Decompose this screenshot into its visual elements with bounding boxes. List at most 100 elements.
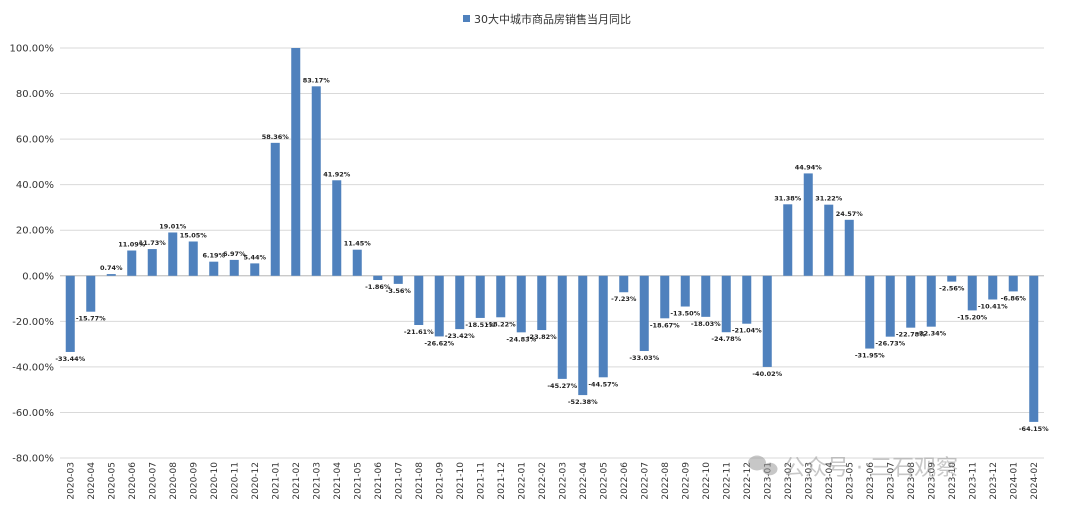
gridlines	[60, 47, 1044, 459]
data-label: 83.17%	[303, 76, 331, 84]
data-label: -22.34%	[916, 330, 946, 338]
bar	[127, 250, 137, 276]
x-tick-label: 2021-02	[292, 462, 302, 500]
x-tick-label: 2023-01	[763, 462, 773, 500]
data-label: -18.22%	[486, 320, 516, 328]
x-tick-label: 2022-05	[599, 462, 609, 500]
x-tick-label: 2020-09	[189, 462, 199, 500]
data-label: -22.78%	[896, 331, 926, 339]
x-tick-label: 2020-06	[128, 462, 138, 500]
bar	[106, 274, 116, 276]
x-tick-label: 2022-11	[722, 462, 732, 500]
data-label: -31.95%	[855, 352, 885, 360]
bar	[1008, 275, 1018, 292]
data-label: -15.77%	[76, 315, 106, 323]
data-label: 31.22%	[815, 195, 843, 203]
data-label: 44.94%	[795, 163, 823, 171]
x-axis: 2020-03 2020-04 2020-05 2020-06 2020-07 2020-…	[66, 462, 1040, 500]
x-tick-label: 2020-08	[169, 462, 179, 500]
data-label: 11.73%	[139, 239, 167, 247]
bar	[1029, 275, 1039, 422]
x-tick-label: 2022-10	[702, 462, 712, 500]
x-tick-label: 2023-07	[886, 462, 896, 500]
x-tick-label: 2021-03	[312, 462, 322, 500]
bar	[885, 275, 895, 337]
x-tick-label: 2021-05	[353, 462, 363, 500]
bar	[865, 275, 875, 349]
x-tick-label: 2020-04	[87, 462, 97, 500]
data-label: -7.23%	[611, 295, 637, 303]
bar	[701, 275, 711, 317]
data-label: -15.20%	[957, 313, 987, 321]
bar	[496, 275, 506, 318]
bar	[619, 275, 629, 293]
data-label: 24.57%	[836, 210, 864, 218]
y-tick-label: 0.00%	[22, 271, 54, 282]
bar	[557, 275, 567, 379]
data-label: -26.73%	[875, 340, 905, 348]
bar	[373, 275, 383, 281]
data-label: -24.78%	[711, 335, 741, 343]
bar	[86, 275, 96, 312]
x-tick-label: 2022-01	[517, 462, 527, 500]
x-tick-label: 2024-02	[1030, 462, 1040, 500]
x-tick-label: 2022-08	[661, 462, 671, 500]
data-label: 41.92%	[323, 170, 351, 178]
data-label: 11.09%	[118, 241, 146, 249]
x-tick-label: 2020-03	[66, 462, 76, 500]
data-label: 19.01%	[159, 222, 187, 230]
bar	[414, 275, 424, 326]
data-label: 11.45%	[344, 240, 372, 248]
x-tick-label: 2022-06	[620, 462, 630, 500]
bar	[455, 275, 465, 330]
bar	[393, 275, 403, 284]
x-tick-label: 2022-03	[558, 462, 568, 500]
bar	[660, 275, 670, 319]
y-tick-label: -80.00%	[12, 454, 54, 465]
bar	[762, 275, 772, 367]
bar	[147, 249, 157, 276]
bar	[578, 275, 588, 396]
data-label: -3.56%	[386, 287, 412, 295]
x-tick-label: 2023-10	[948, 462, 958, 500]
data-label: -10.41%	[978, 302, 1008, 310]
y-axis: 100.00% 80.00% 60.00% 40.00% 20.00% 0.00% -20.…	[10, 44, 55, 465]
x-tick-label: 2020-07	[148, 462, 158, 500]
x-tick-label: 2022-07	[640, 462, 650, 500]
data-labels: -33.44% -15.77% 0.74% 11.09%11.73% 19.01%15.…	[55, 76, 1049, 433]
data-label: -40.02%	[752, 370, 782, 378]
data-label: -21.04%	[732, 327, 762, 335]
bar	[803, 173, 813, 276]
bar	[209, 261, 219, 276]
data-label: 6.97%	[223, 250, 246, 258]
x-tick-label: 2023-03	[804, 462, 814, 500]
y-tick-label: 60.00%	[16, 135, 54, 146]
x-tick-label: 2020-12	[251, 462, 261, 500]
bar	[680, 275, 690, 307]
bars	[65, 48, 1039, 422]
data-label: 31.38%	[774, 194, 802, 202]
x-tick-label: 2023-11	[968, 462, 978, 500]
y-tick-label: 20.00%	[16, 226, 54, 237]
data-label: -64.15%	[1019, 425, 1049, 433]
data-label: -18.67%	[650, 321, 680, 329]
y-tick-label: -40.00%	[12, 362, 54, 373]
y-tick-label: -20.00%	[12, 317, 54, 328]
x-tick-label: 2020-10	[210, 462, 220, 500]
bar	[742, 275, 752, 324]
x-tick-label: 2021-01	[271, 462, 281, 500]
bar	[311, 86, 321, 276]
bar	[721, 275, 731, 333]
x-tick-label: 2023-12	[989, 462, 999, 500]
bar	[967, 275, 977, 311]
bar	[65, 275, 75, 352]
data-label: -6.86%	[1001, 294, 1027, 302]
data-label: -44.57%	[588, 380, 618, 388]
x-tick-label: 2022-12	[743, 462, 753, 500]
data-label: -1.86%	[365, 283, 391, 291]
data-label: -52.38%	[568, 398, 598, 406]
bar	[434, 275, 444, 337]
x-tick-label: 2023-06	[866, 462, 876, 500]
